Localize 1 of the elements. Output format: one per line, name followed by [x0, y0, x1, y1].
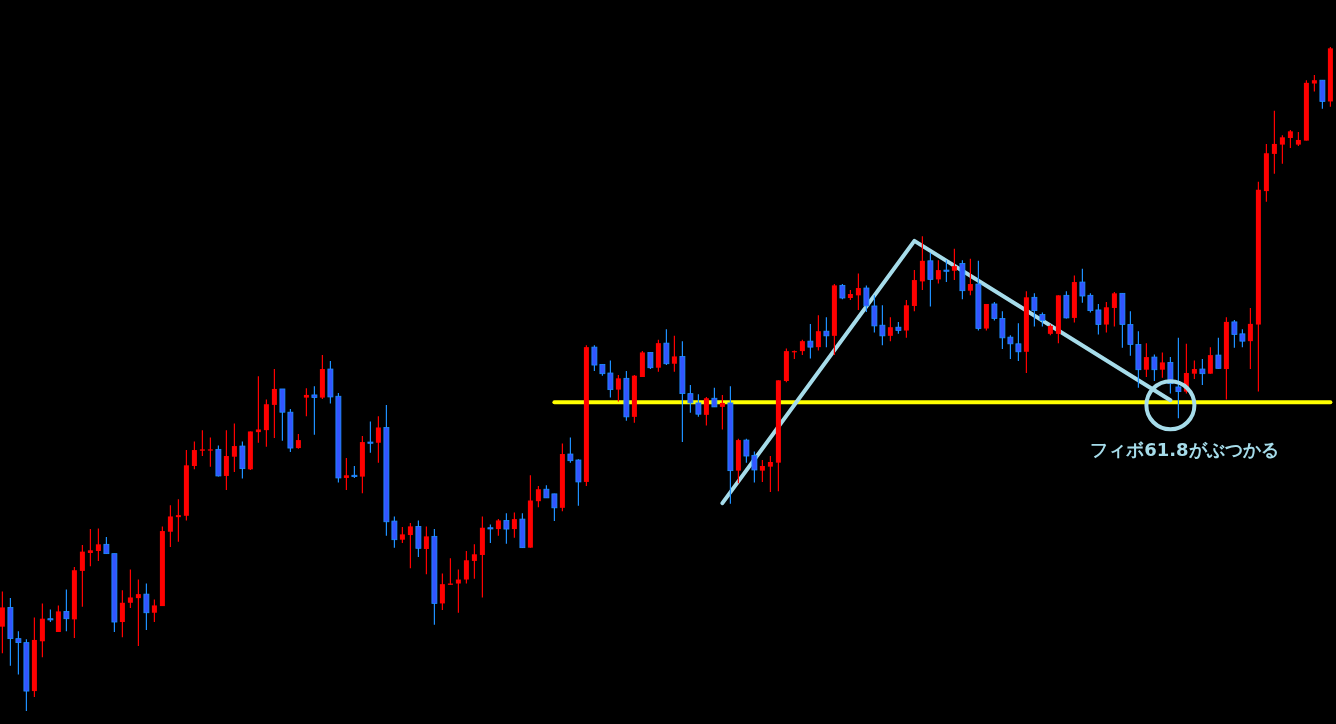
annotation: フィボ61.8がぶつかる — [1090, 439, 1279, 461]
